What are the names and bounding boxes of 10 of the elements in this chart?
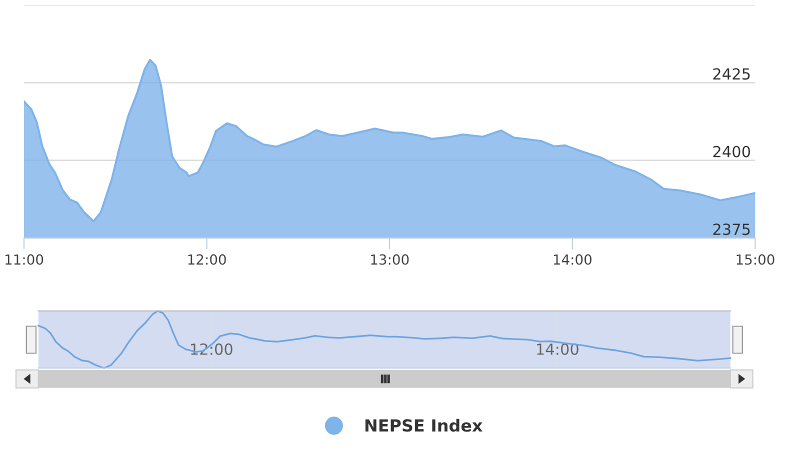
x-tick-label: 12:00 [188,254,226,265]
x-tick-label: 14:00 [537,343,578,355]
y-tick-label: 2375 [713,224,750,236]
x-tick-label: 15:00 [736,254,774,265]
x-tick-label: 11:00 [6,254,44,265]
legend-label: NEPSE Index [365,418,482,432]
x-tick-label: 13:00 [371,254,409,265]
y-tick-label: 2400 [713,146,750,158]
y-tick-label: 2425 [713,68,750,80]
x-tick-label: 14:00 [554,254,592,265]
